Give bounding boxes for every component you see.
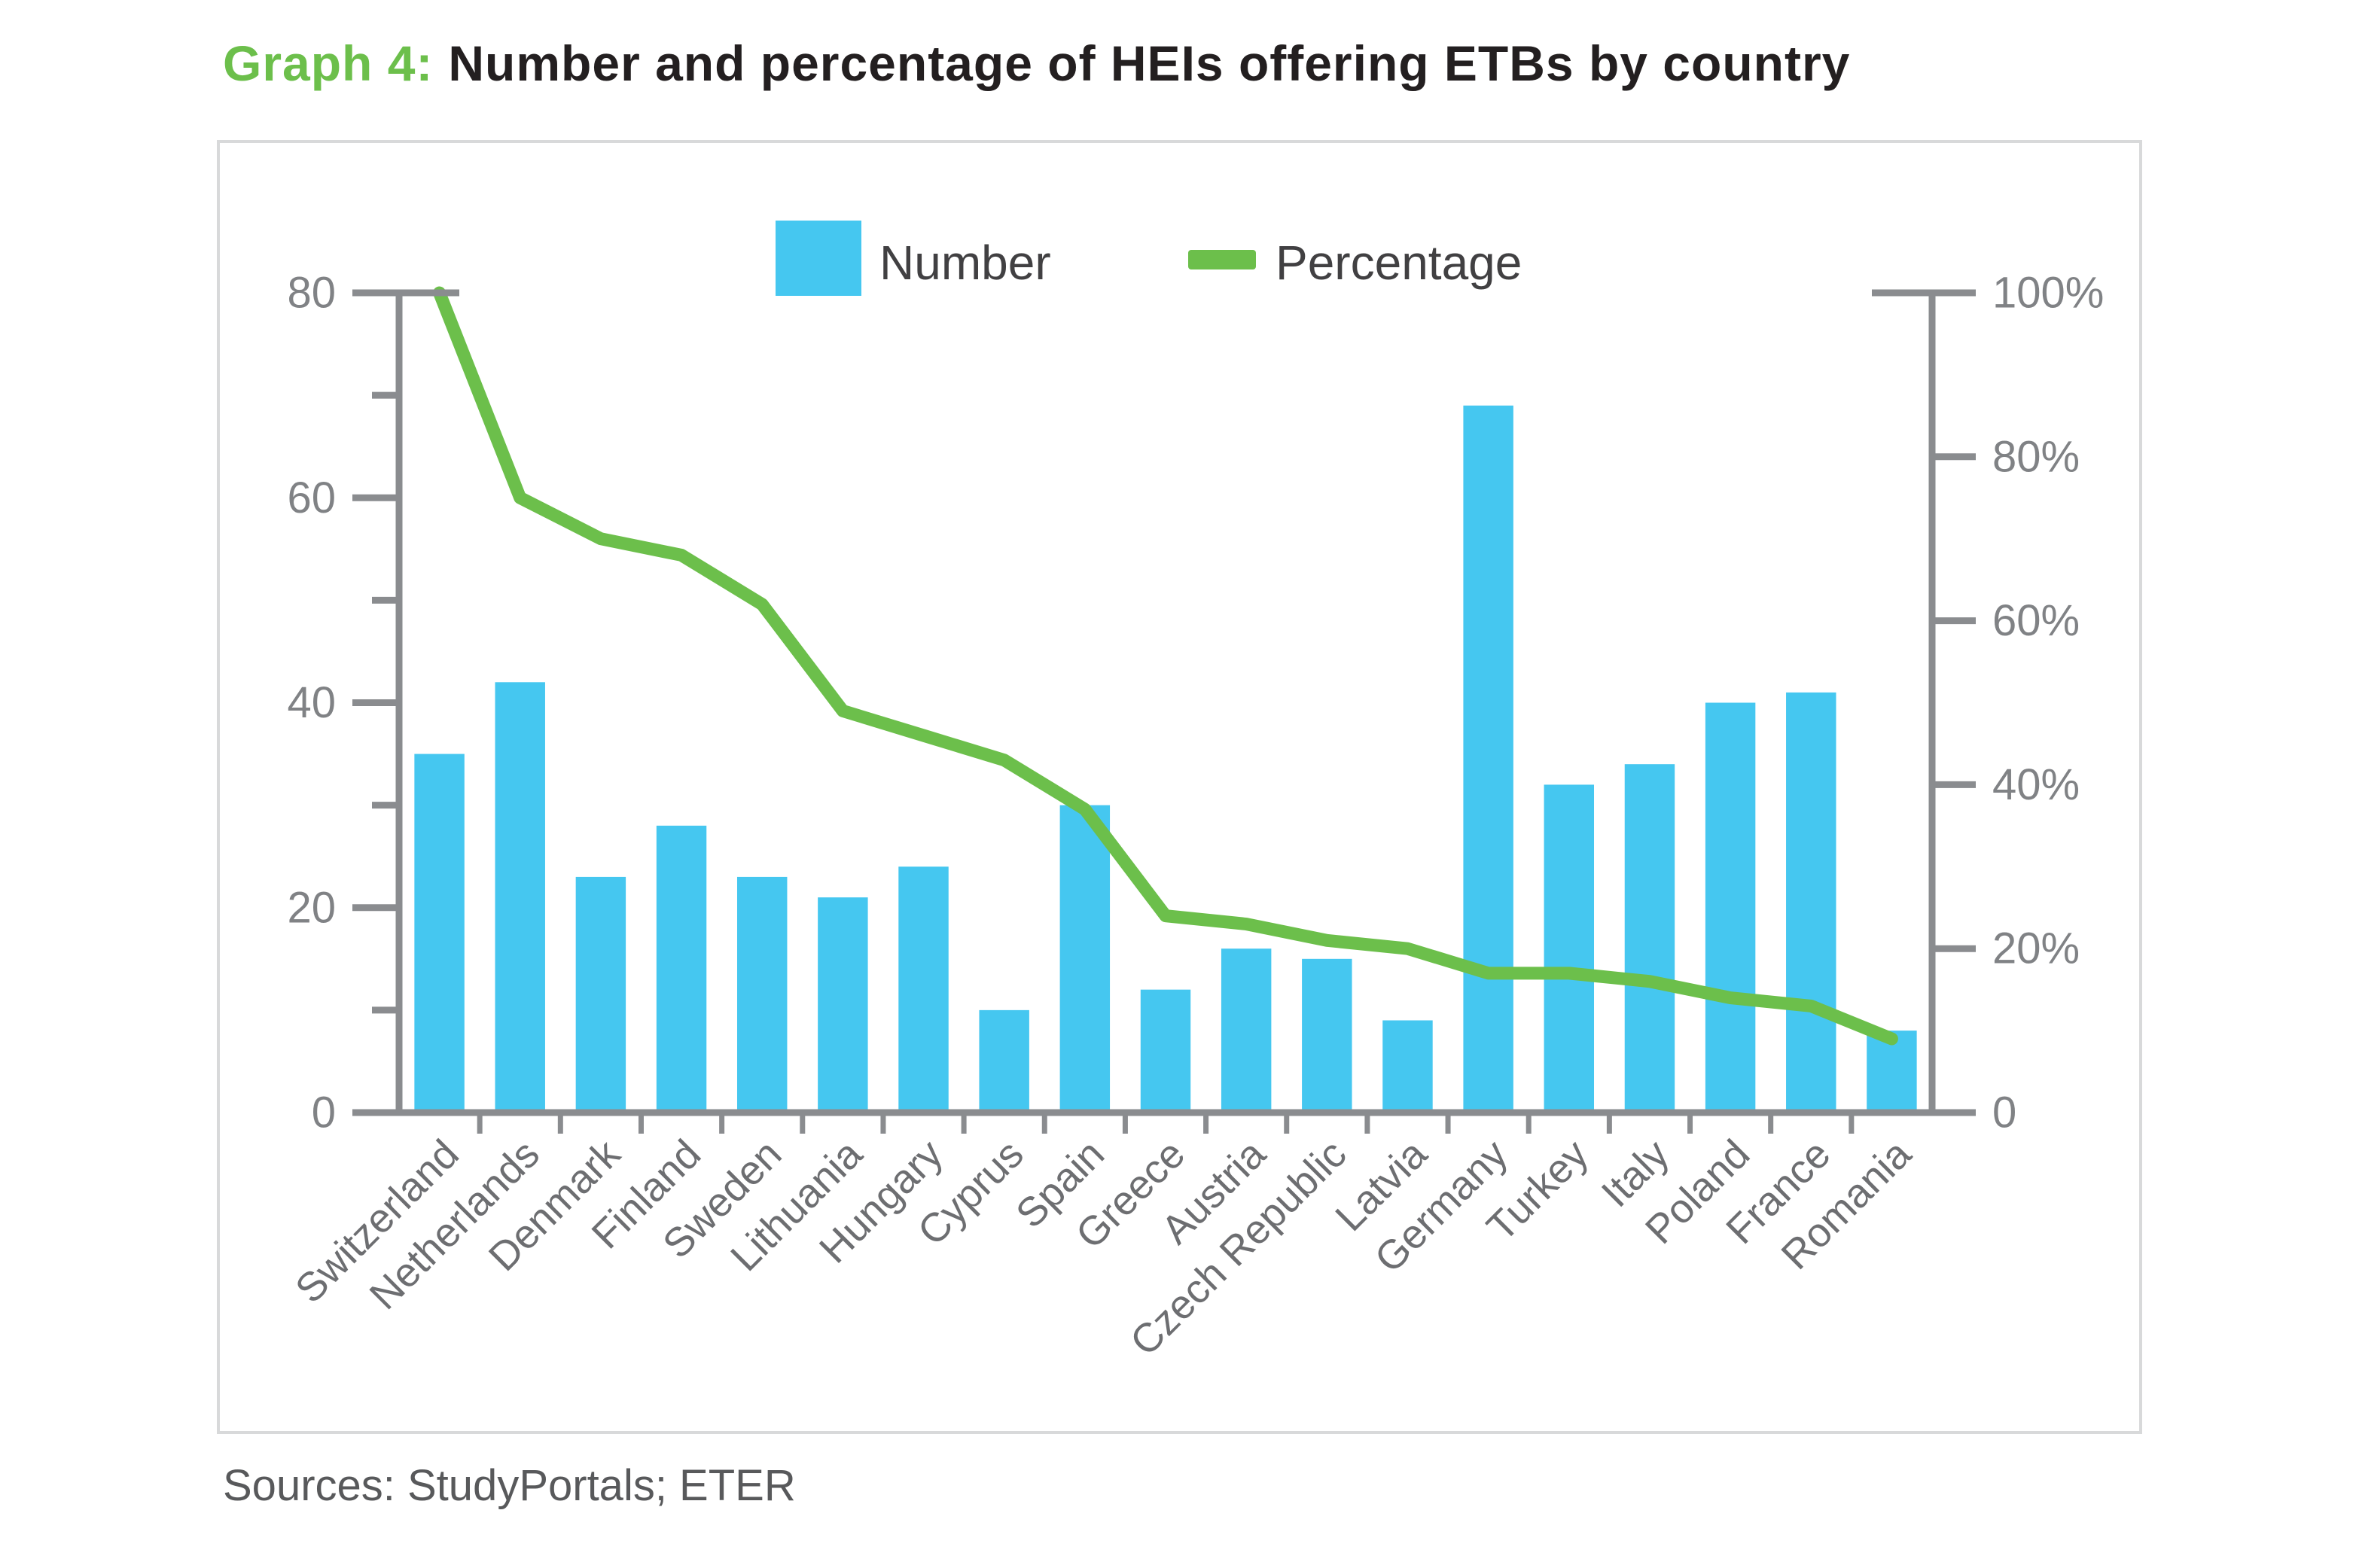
legend-bar-label: Number: [879, 236, 1051, 290]
bar-czech-republic: [1302, 958, 1352, 1113]
right-axis-tick-label: 60%: [1992, 596, 2080, 645]
legend-line-label: Percentage: [1276, 236, 1522, 290]
bar-finland: [656, 825, 707, 1113]
right-axis-tick-label: 80%: [1992, 432, 2080, 481]
source-note: Sources: StudyPortals; ETER: [223, 1461, 796, 1510]
legend-bar-swatch: [776, 221, 861, 296]
bar-denmark: [575, 876, 626, 1113]
bar-netherlands: [495, 682, 545, 1113]
bar-hungary: [898, 866, 949, 1113]
bar-cyprus: [979, 1009, 1029, 1113]
left-axis-tick-label: 0: [312, 1088, 336, 1137]
bar-germany: [1463, 405, 1513, 1113]
legend-line-swatch: [1188, 250, 1256, 269]
bar-france: [1786, 692, 1836, 1113]
right-axis-tick-label: 20%: [1992, 924, 2080, 973]
bar-lithuania: [818, 897, 868, 1113]
bar-austria: [1221, 948, 1272, 1113]
percentage-line: [433, 286, 1898, 1046]
left-axis-tick-label: 60: [287, 473, 336, 522]
chart-title-text: Number and percentage of HEIs offering E…: [448, 35, 1851, 91]
right-axis-tick-label: 40%: [1992, 760, 2080, 809]
right-axis-tick-label: 100%: [1992, 269, 2104, 318]
left-axis-tick-label: 20: [287, 883, 336, 932]
right-axis-tick-label: 0: [1992, 1088, 2016, 1137]
bar-greece: [1140, 989, 1191, 1113]
bar-poland: [1705, 702, 1756, 1113]
bar-spain: [1059, 805, 1111, 1113]
bar-latvia: [1382, 1020, 1433, 1113]
chart-title-prefix: Graph 4:: [223, 35, 434, 91]
bar-switzerland: [414, 754, 465, 1113]
chart-title: Graph 4: Number and percentage of HEIs of…: [223, 35, 1850, 92]
bar-italy: [1624, 764, 1675, 1113]
bar-sweden: [736, 876, 788, 1113]
left-axis-tick-label: 80: [287, 269, 336, 318]
bar-turkey: [1544, 784, 1595, 1113]
left-axis-tick-label: 40: [287, 678, 336, 727]
